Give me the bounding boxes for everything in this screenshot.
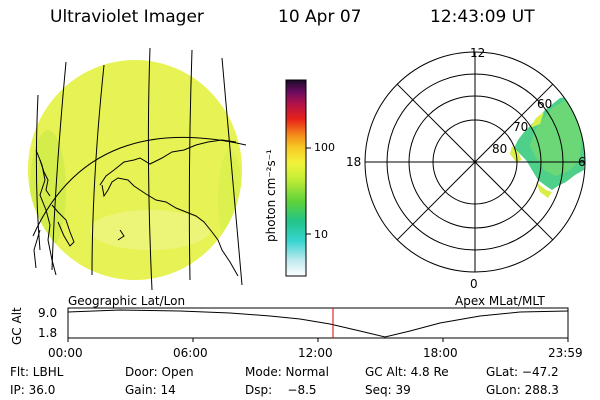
colorbar-gradient <box>285 79 307 277</box>
status-mode: Mode: Normal <box>245 365 329 379</box>
mlat-label-60: 60 <box>537 97 553 111</box>
status-gc-alt: GC Alt: 4.8 Re <box>365 365 449 379</box>
status-door: Door: Open <box>125 365 194 379</box>
altitude-xtick-0600: 06:00 <box>173 346 208 360</box>
status-dsp: Dsp: −8.5 <box>245 383 317 397</box>
instrument-title: Ultraviolet Imager <box>50 7 204 27</box>
altitude-curve <box>67 309 569 338</box>
status-gain: Gain: 14 <box>125 383 176 397</box>
altitude-ylabel: GC Alt <box>10 307 24 345</box>
status-flt: Flt: LBHL <box>10 365 64 379</box>
mlt-label-0: 0 <box>470 277 478 291</box>
altitude-frame <box>67 307 569 339</box>
altitude-xtick-1200: 12:00 <box>298 346 333 360</box>
altitude-xtick-2359: 23:59 <box>548 346 583 360</box>
mlt-label-12: 12 <box>470 46 486 60</box>
time-label: 12:43:09 UT <box>430 7 535 27</box>
mlt-label-6: 6 <box>578 155 586 169</box>
mlat-label-80: 80 <box>492 142 508 156</box>
colorbar-unit-label: photon cm⁻²s⁻¹ <box>264 149 278 242</box>
colorbar <box>285 79 311 277</box>
altitude-ymin: 1.8 <box>38 326 58 340</box>
status-seq: Seq: 39 <box>365 383 411 397</box>
colorbar-tick-100: 100 <box>314 141 335 154</box>
earth-texture <box>28 60 242 280</box>
altitude-xtick-1800: 18:00 <box>423 346 458 360</box>
status-glat: GLat: −47.2 <box>486 365 559 379</box>
polar-image <box>510 96 585 198</box>
right-panel-caption: Apex MLat/MLT <box>455 294 545 308</box>
mlat-label-70: 70 <box>513 120 529 134</box>
earth-image <box>28 47 247 291</box>
status-glon: GLon: 288.3 <box>486 383 559 397</box>
date-label: 10 Apr 07 <box>278 7 362 27</box>
altitude-xtick-0000: 00:00 <box>48 346 83 360</box>
colorbar-tick-10: 10 <box>314 228 328 241</box>
status-ip: IP: 36.0 <box>10 383 56 397</box>
polar-grid <box>364 51 586 273</box>
polar-plot <box>364 51 586 273</box>
left-panel-caption: Geographic Lat/Lon <box>68 294 186 308</box>
altitude-ymax: 9.0 <box>38 306 58 320</box>
mlt-label-18: 18 <box>346 155 362 169</box>
coastlines <box>33 139 239 277</box>
altitude-plot <box>67 307 569 342</box>
